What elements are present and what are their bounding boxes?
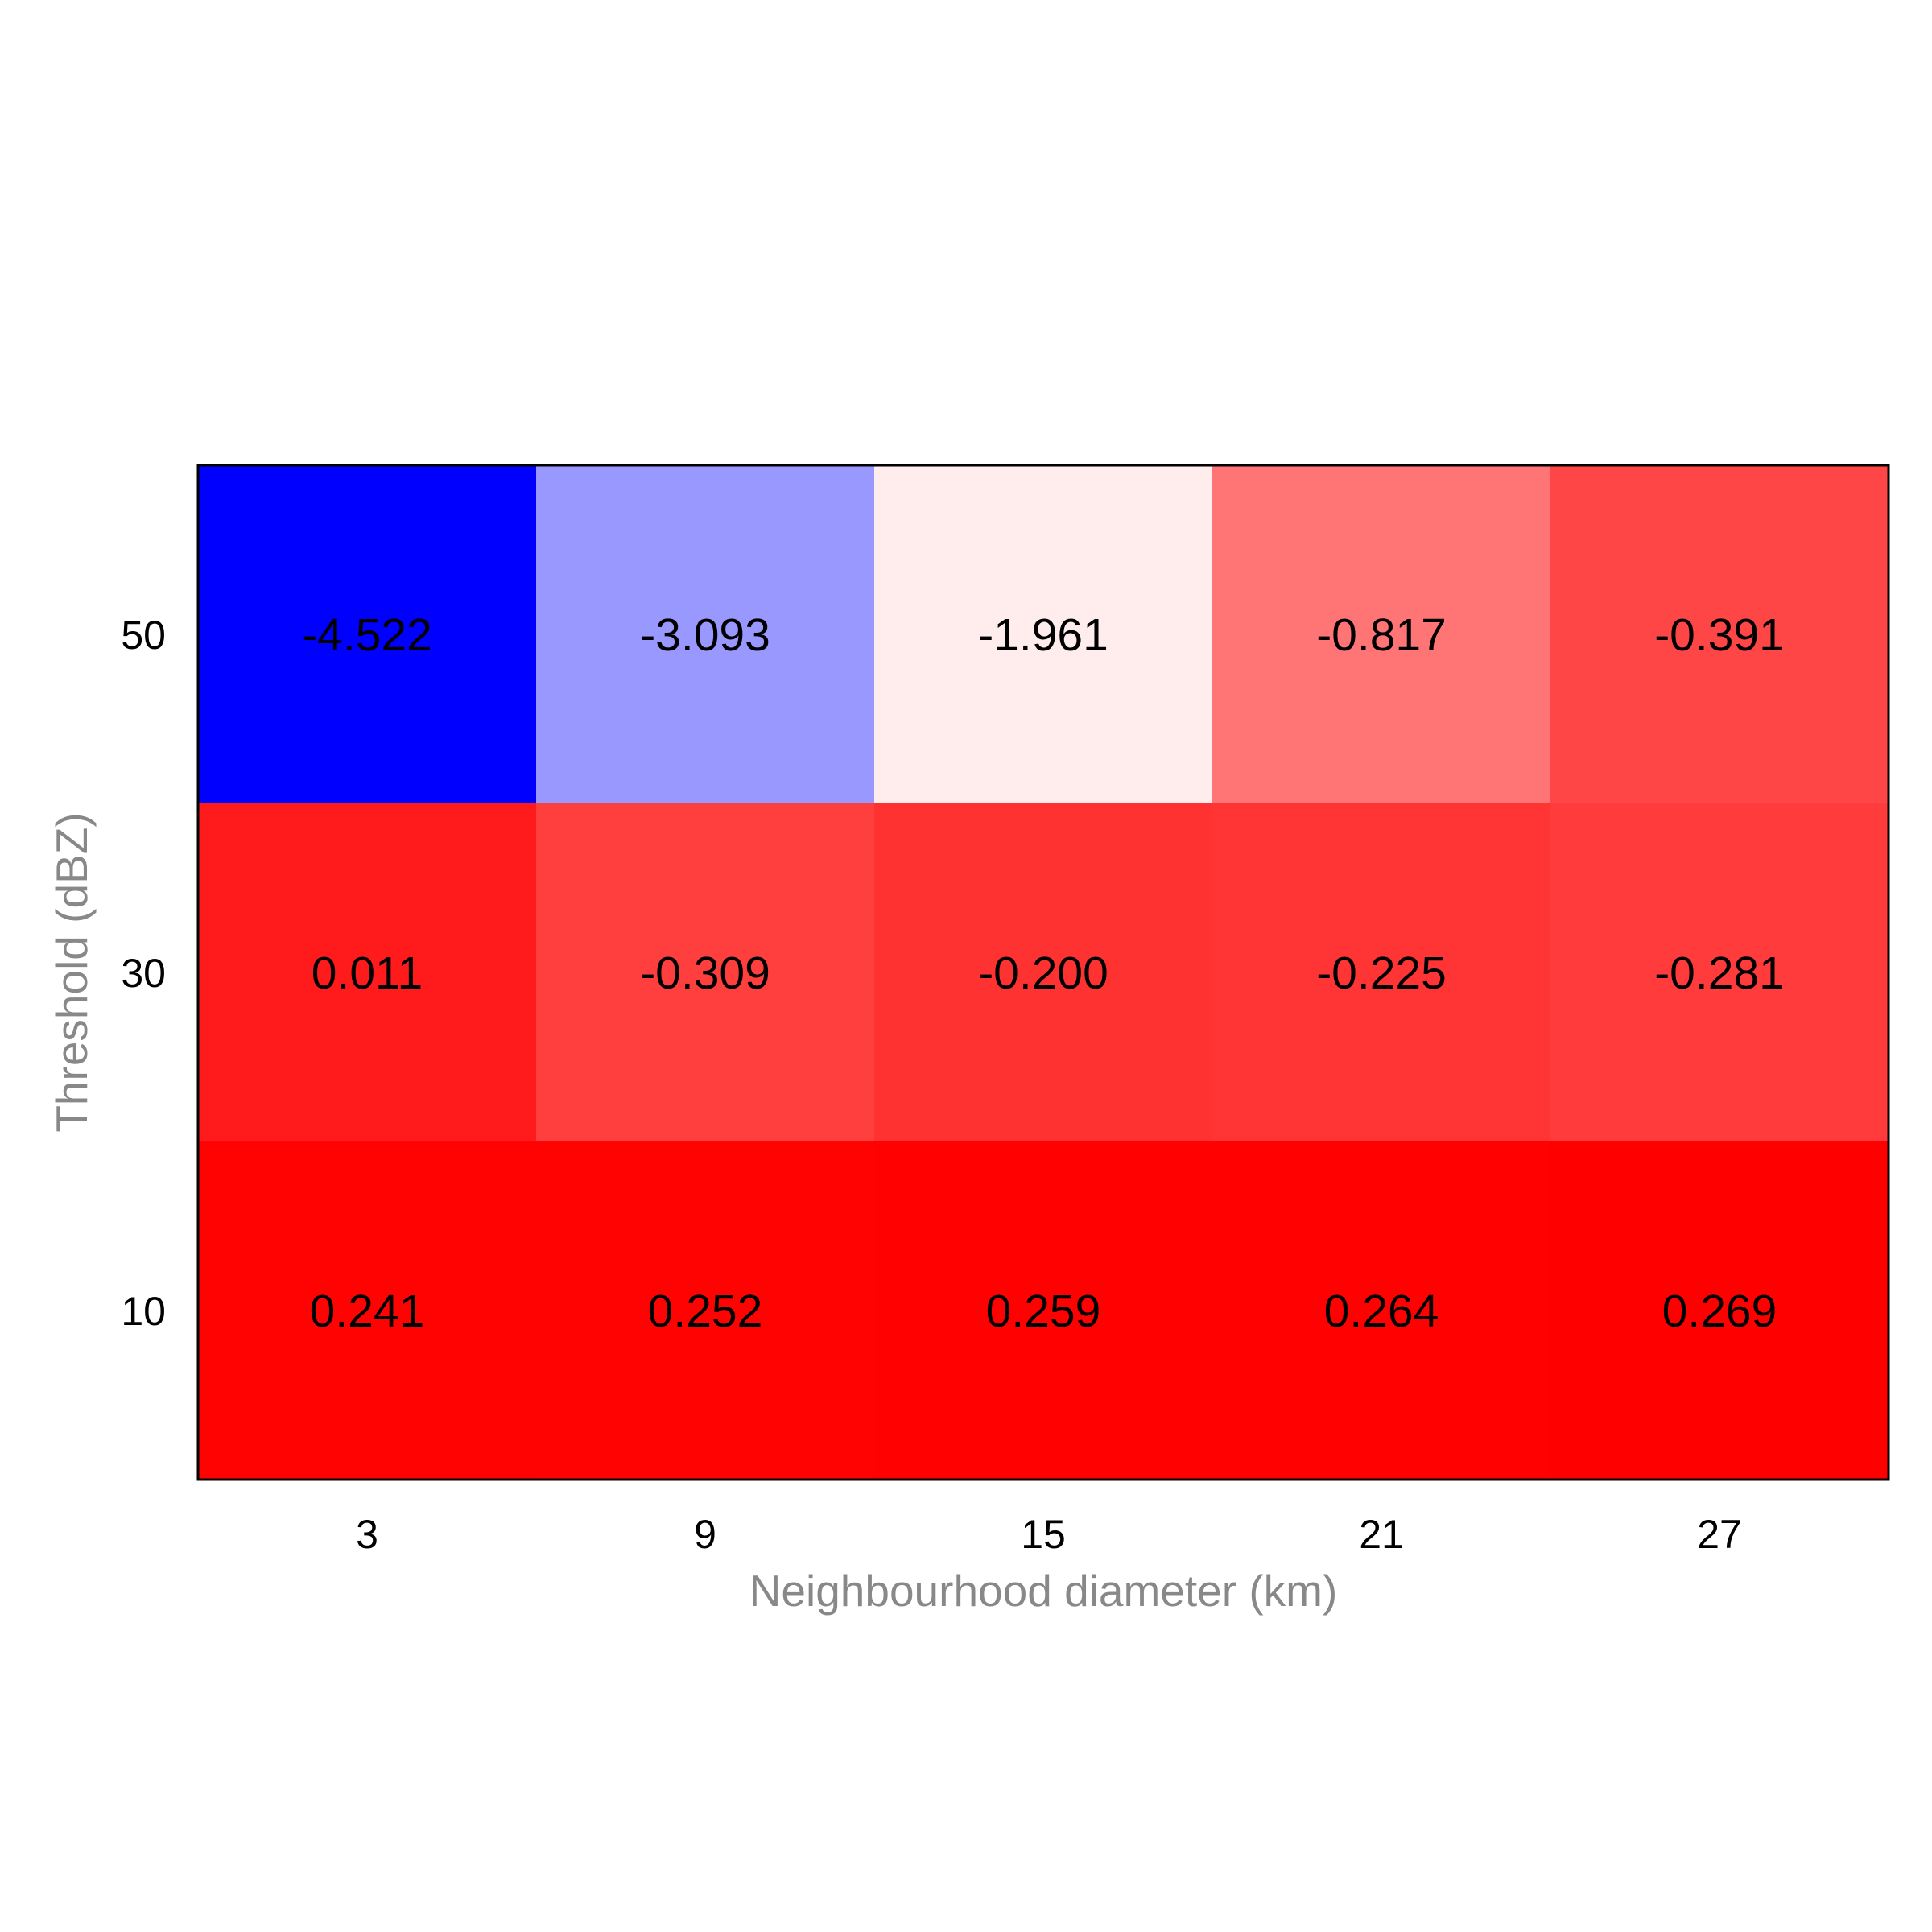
heatmap-cell-r1-c3 bbox=[1212, 803, 1551, 1142]
heatmap-cell-r0-c3 bbox=[1212, 465, 1551, 804]
cell-value-label: -0.200 bbox=[978, 947, 1108, 999]
cell-value-label: 0.011 bbox=[312, 947, 423, 999]
heatmap-cell-r2-c0 bbox=[198, 1141, 537, 1480]
cell-value-label: -0.817 bbox=[1316, 609, 1447, 661]
plot-frame bbox=[196, 464, 1890, 1481]
cell-value-label: -0.225 bbox=[1316, 947, 1447, 999]
y-tick-label: 30 bbox=[121, 951, 166, 996]
heatmap-cell-r1-c1 bbox=[536, 803, 875, 1142]
heatmap-cell-r0-c1 bbox=[536, 465, 875, 804]
cell-value-label: 0.264 bbox=[1324, 1286, 1439, 1337]
x-tick-label: 27 bbox=[1697, 1512, 1742, 1557]
x-axis-ticks: 3 9 15 21 27 bbox=[356, 1512, 1742, 1557]
cell-value-label: -0.281 bbox=[1654, 947, 1785, 999]
heatmap-cell-r1-c0 bbox=[198, 803, 537, 1142]
y-tick-label: 50 bbox=[121, 613, 166, 658]
heatmap-cell-r1-c2 bbox=[874, 803, 1213, 1142]
cell-value-label: -1.961 bbox=[978, 609, 1108, 661]
heatmap-cell-r0-c2 bbox=[874, 465, 1213, 804]
cell-value-label: -4.522 bbox=[302, 609, 432, 661]
heatmap-cell-r0-c4 bbox=[1550, 465, 1889, 804]
cell-value-label: -0.391 bbox=[1654, 609, 1785, 661]
x-tick-label: 3 bbox=[356, 1512, 378, 1557]
heatmap-cell-r2-c4 bbox=[1550, 1141, 1889, 1480]
cell-value-label: 0.269 bbox=[1662, 1286, 1777, 1337]
x-axis-label: Neighbourhood diameter (km) bbox=[749, 1566, 1338, 1616]
cell-value-label: 0.241 bbox=[310, 1286, 425, 1337]
cell-value-label: 0.259 bbox=[986, 1286, 1101, 1337]
heatmap-cell-r0-c0 bbox=[198, 465, 537, 804]
x-tick-label: 21 bbox=[1359, 1512, 1404, 1557]
x-tick-label: 15 bbox=[1021, 1512, 1066, 1557]
heatmap-cell-r2-c2 bbox=[874, 1141, 1213, 1480]
heatmap-cell-r2-c3 bbox=[1212, 1141, 1551, 1480]
cell-value-label: 0.252 bbox=[648, 1286, 763, 1337]
y-axis-label: Threshold (dBZ) bbox=[47, 812, 97, 1132]
heatmap-cell-r1-c4 bbox=[1550, 803, 1889, 1142]
y-tick-label: 10 bbox=[121, 1289, 166, 1334]
heatmap-cell-r2-c1 bbox=[536, 1141, 875, 1480]
heatmap-cell-labels: -4.522 -3.093 -1.961 -0.817 -0.391 0.011 -0.30… bbox=[302, 609, 1785, 1337]
y-axis-ticks: 50 30 10 bbox=[121, 613, 166, 1334]
cell-value-label: -3.093 bbox=[640, 609, 770, 661]
cell-value-label: -0.309 bbox=[640, 947, 770, 999]
heatmap-cells bbox=[198, 465, 1889, 1480]
x-tick-label: 9 bbox=[694, 1512, 716, 1557]
